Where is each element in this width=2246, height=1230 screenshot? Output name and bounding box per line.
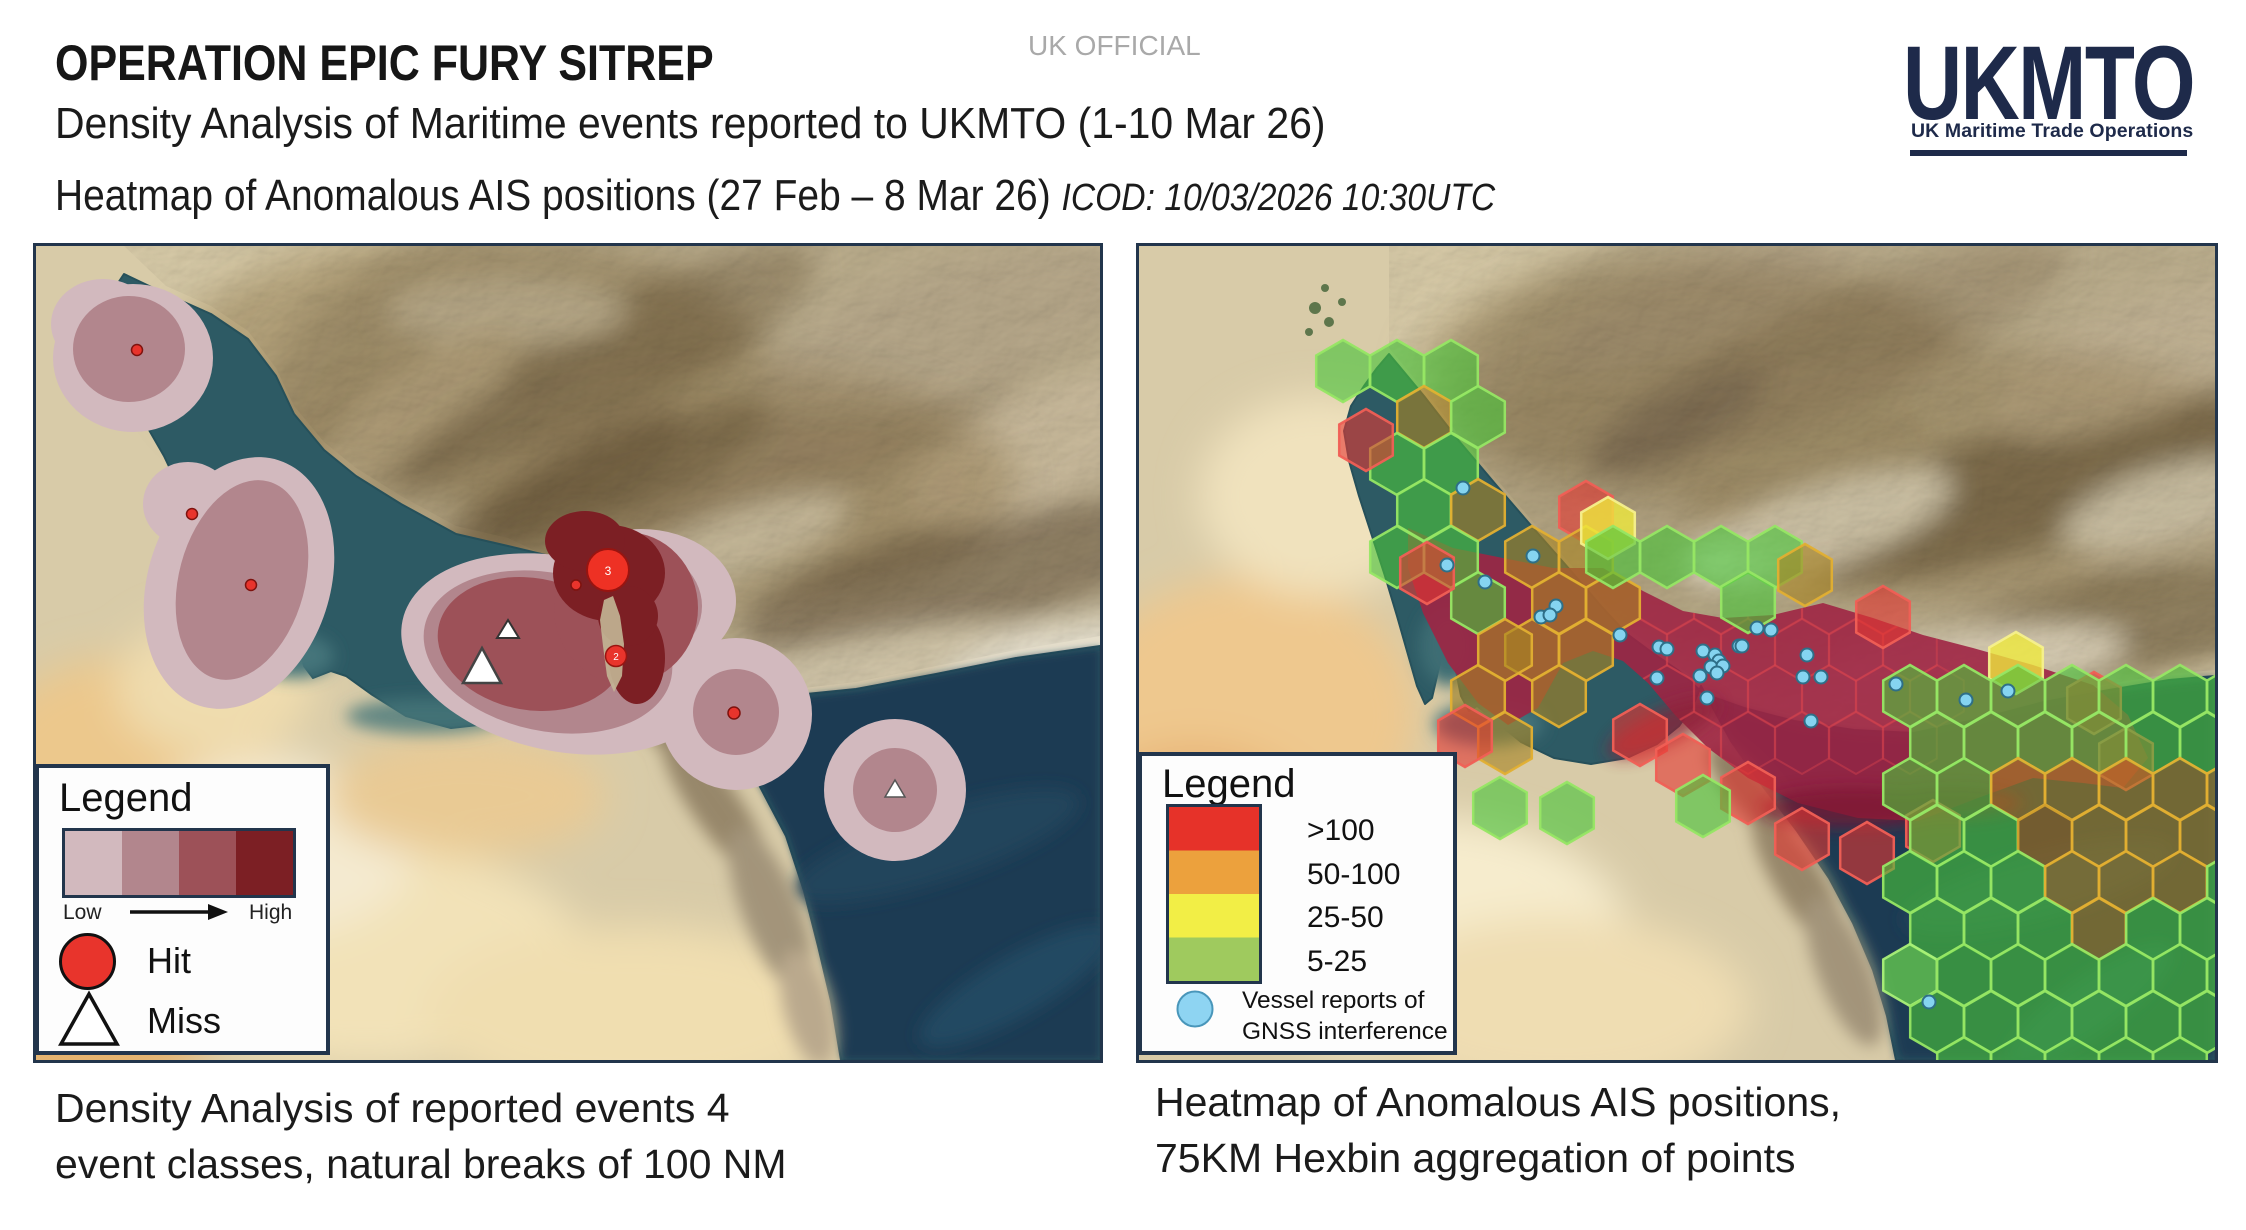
svg-text:2: 2 bbox=[613, 652, 619, 663]
svg-text:3: 3 bbox=[605, 564, 612, 578]
